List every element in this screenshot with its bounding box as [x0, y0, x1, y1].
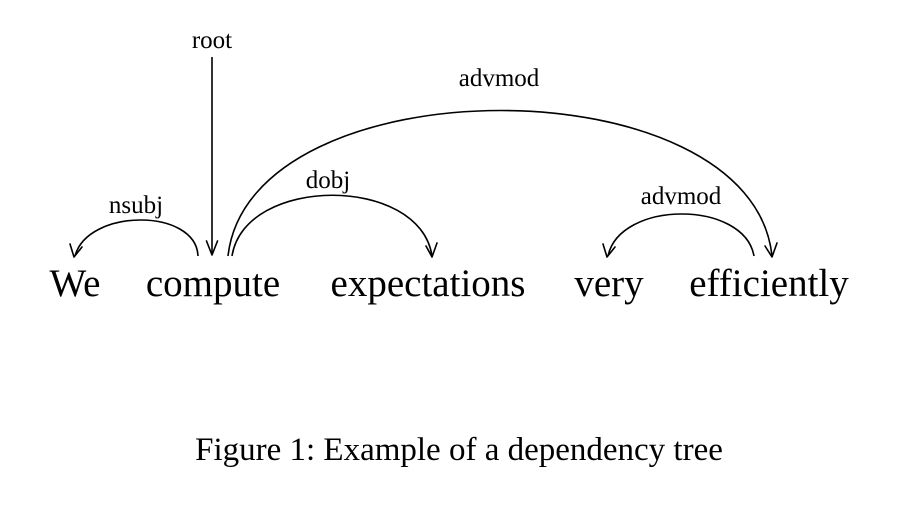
label-nsubj: nsubj	[109, 192, 163, 219]
arrowhead-advmod-short	[602, 243, 616, 258]
label-root: root	[192, 27, 232, 54]
root-arrowhead	[205, 240, 219, 256]
word-efficiently: efficiently	[689, 262, 849, 305]
arrowhead-dobj	[425, 242, 438, 258]
label-dobj: dobj	[306, 167, 350, 194]
word-very: very	[574, 262, 644, 305]
arc-advmod-long	[227, 109, 773, 257]
figure-caption: Figure 1: Example of a dependency tree	[195, 432, 723, 468]
word-we: We	[50, 262, 101, 305]
arrowhead-advmod-long	[764, 242, 778, 258]
arrowhead-nsubj	[69, 243, 83, 258]
arc-dobj	[231, 194, 433, 257]
word-compute: compute	[146, 262, 280, 305]
word-expectations: expectations	[331, 262, 526, 305]
label-advmod-short: advmod	[641, 183, 722, 210]
arc-advmod-short	[607, 213, 755, 257]
label-advmod-long: advmod	[459, 65, 540, 92]
arc-nsubj	[74, 219, 199, 257]
